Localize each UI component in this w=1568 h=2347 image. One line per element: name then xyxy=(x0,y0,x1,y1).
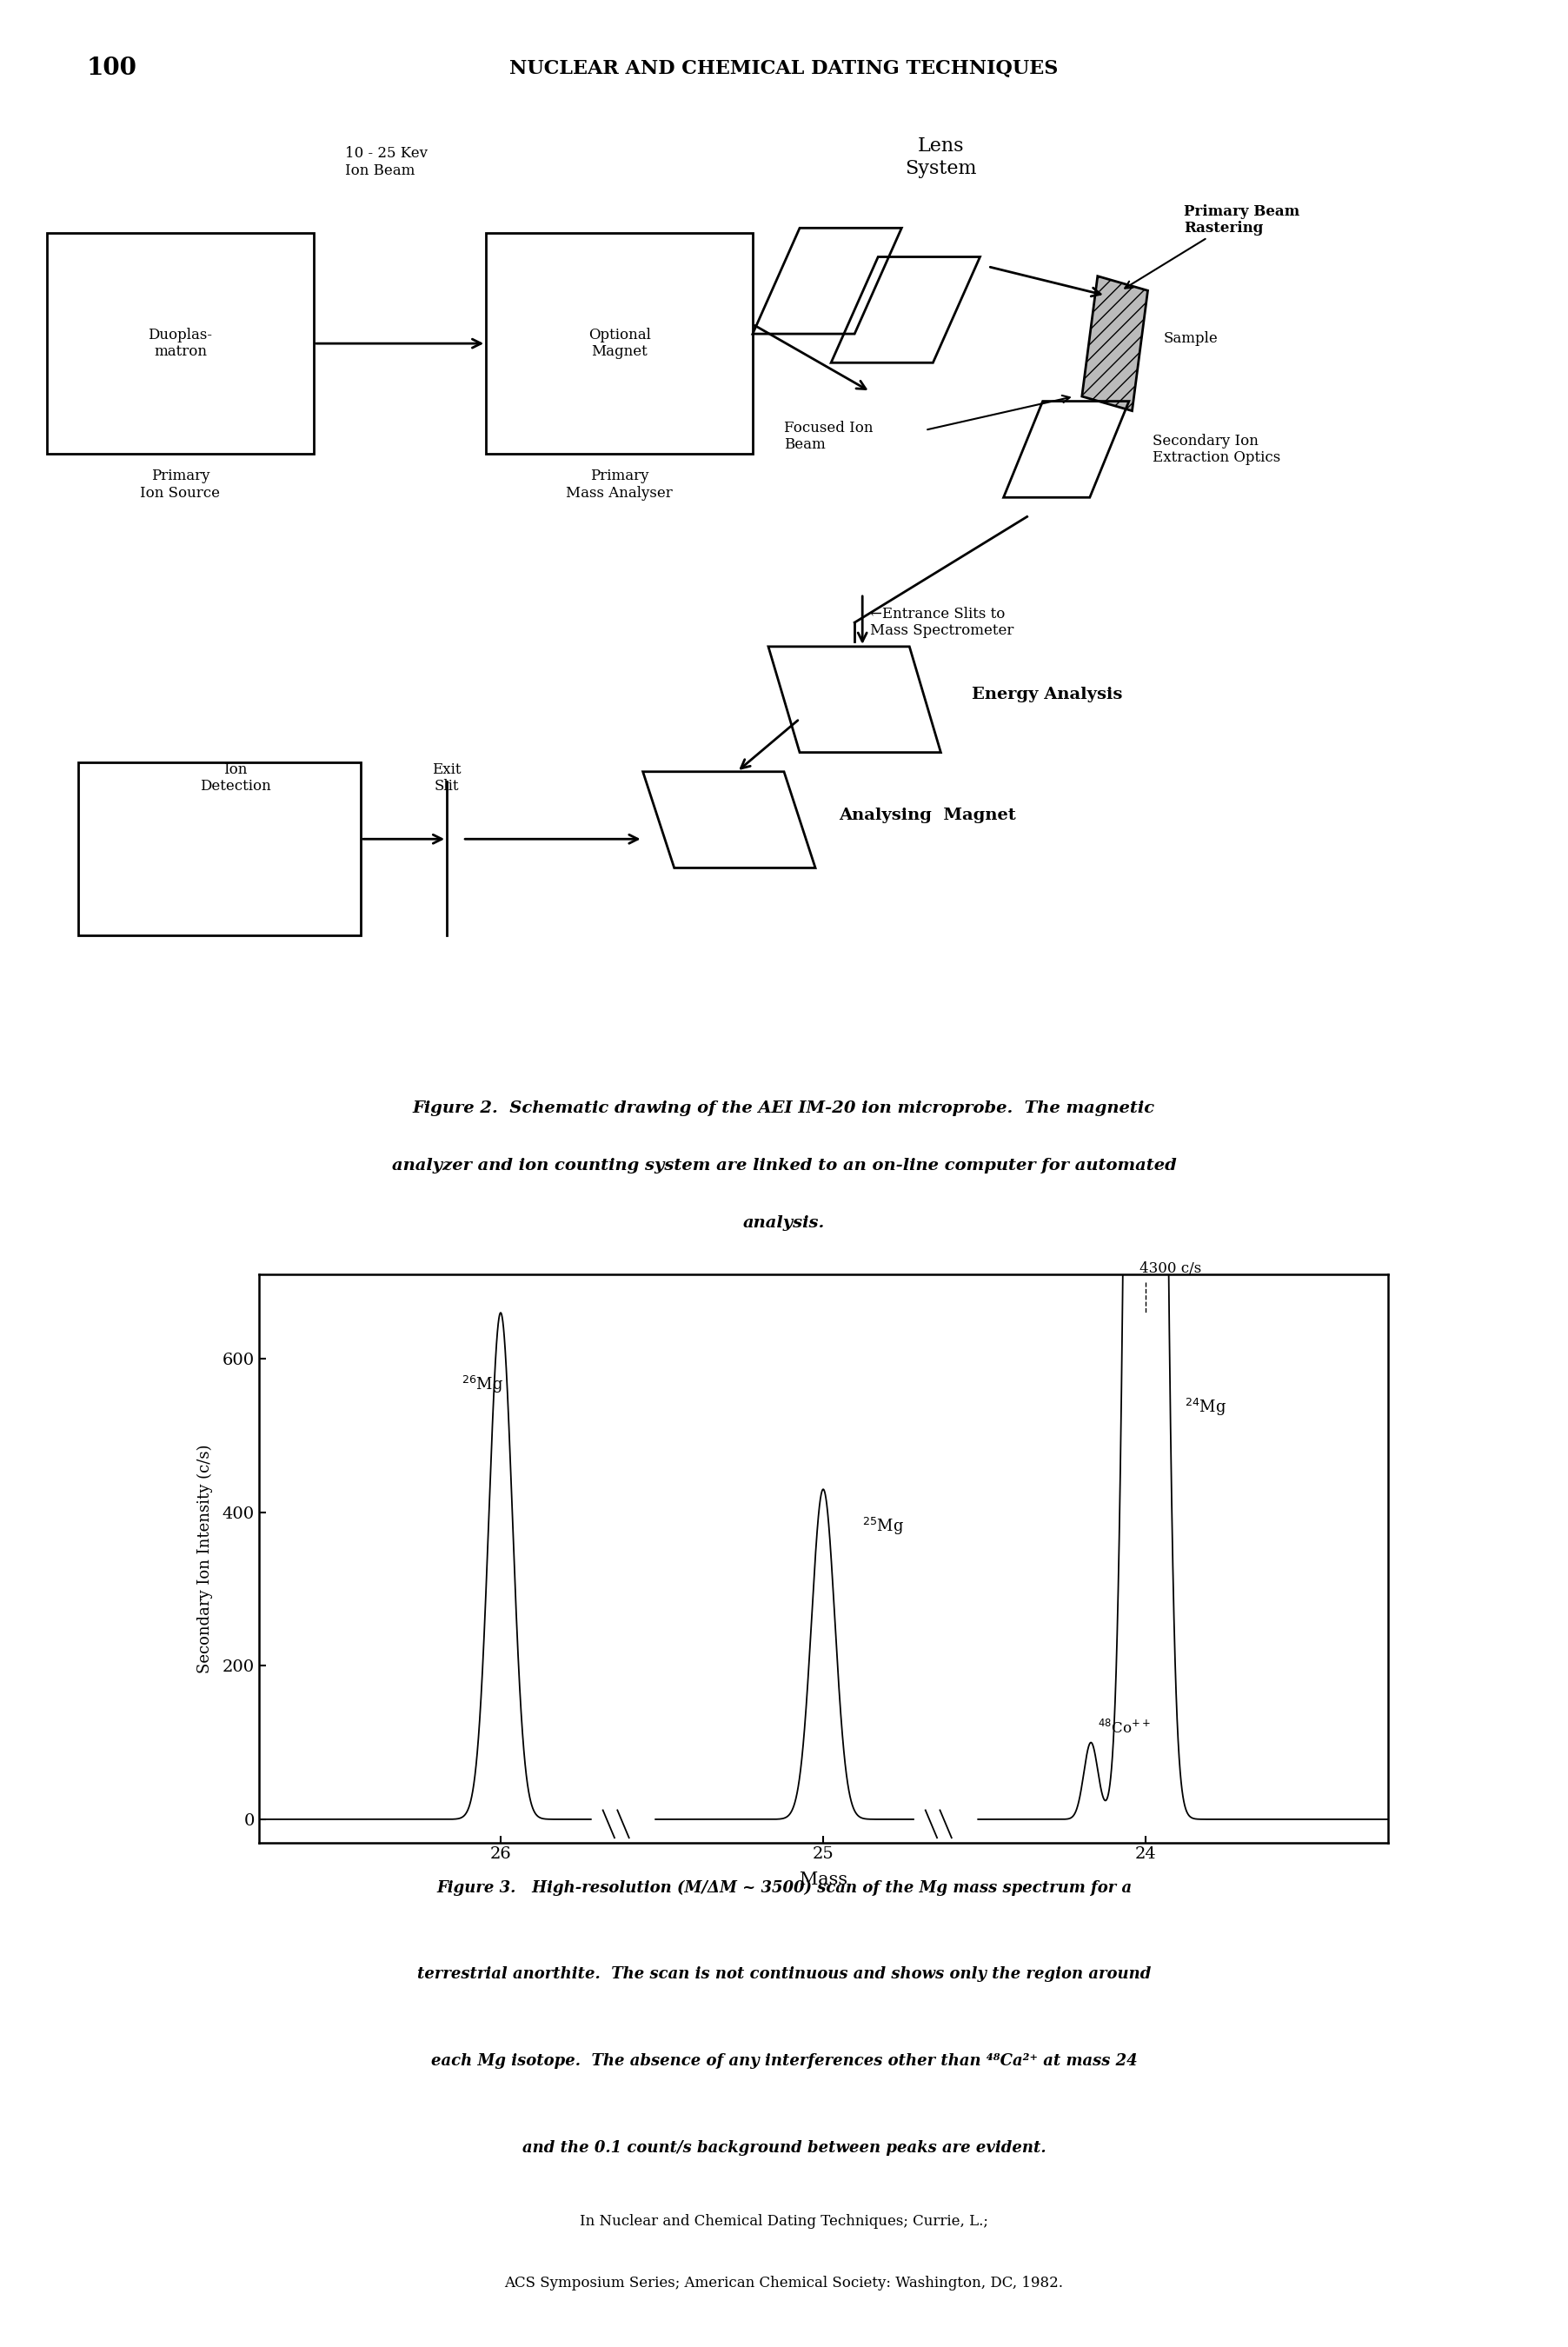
Text: In Nuclear and Chemical Dating Techniques; Currie, L.;: In Nuclear and Chemical Dating Technique… xyxy=(580,2213,988,2230)
Text: analysis.: analysis. xyxy=(743,1216,825,1230)
Text: 4300 c/s: 4300 c/s xyxy=(1140,1260,1201,1277)
Bar xyxy=(486,232,753,455)
Text: Exit
Slit: Exit Slit xyxy=(433,763,461,793)
Text: NUCLEAR AND CHEMICAL DATING TECHNIQUES: NUCLEAR AND CHEMICAL DATING TECHNIQUES xyxy=(510,59,1058,77)
Text: ACS Symposium Series; American Chemical Society: Washington, DC, 1982.: ACS Symposium Series; American Chemical … xyxy=(505,2277,1063,2291)
Y-axis label: Secondary Ion Intensity (c/s): Secondary Ion Intensity (c/s) xyxy=(196,1443,213,1673)
Text: Primary
Ion Source: Primary Ion Source xyxy=(141,469,220,500)
Text: analyzer and ion counting system are linked to an on-line computer for automated: analyzer and ion counting system are lin… xyxy=(392,1157,1176,1174)
Text: 10 - 25 Kev
Ion Beam: 10 - 25 Kev Ion Beam xyxy=(345,146,428,178)
Bar xyxy=(47,232,314,455)
Text: Primary
Mass Analyser: Primary Mass Analyser xyxy=(566,469,673,500)
Text: Figure 3.   High-resolution (M/ΔM ~ 3500) scan of the Mg mass spectrum for a: Figure 3. High-resolution (M/ΔM ~ 3500) … xyxy=(436,1880,1132,1896)
Text: Analysing  Magnet: Analysing Magnet xyxy=(839,807,1016,824)
Text: $^{25}$Mg: $^{25}$Mg xyxy=(862,1516,903,1537)
Text: Lens
System: Lens System xyxy=(905,136,977,178)
Text: and the 0.1 count/s background between peaks are evident.: and the 0.1 count/s background between p… xyxy=(522,2140,1046,2155)
Text: $^{26}$Mg: $^{26}$Mg xyxy=(463,1373,503,1394)
Bar xyxy=(78,763,361,936)
Text: Optional
Magnet: Optional Magnet xyxy=(588,329,651,359)
Text: Energy Analysis: Energy Analysis xyxy=(972,688,1123,702)
Text: Duoplas-
matron: Duoplas- matron xyxy=(147,329,213,359)
Text: Secondary Ion
Extraction Optics: Secondary Ion Extraction Optics xyxy=(1152,434,1281,465)
Text: Focused Ion
Beam: Focused Ion Beam xyxy=(784,420,873,453)
Text: terrestrial anorthite.  The scan is not continuous and shows only the region aro: terrestrial anorthite. The scan is not c… xyxy=(417,1967,1151,1983)
Text: $^{24}$Mg: $^{24}$Mg xyxy=(1184,1396,1226,1418)
Text: 100: 100 xyxy=(86,56,136,80)
Text: Sample: Sample xyxy=(1163,331,1218,345)
Text: Ion
Detection: Ion Detection xyxy=(199,763,271,793)
Polygon shape xyxy=(1082,277,1148,411)
Text: each Mg isotope.  The absence of any interferences other than ⁴⁸Ca²⁺ at mass 24: each Mg isotope. The absence of any inte… xyxy=(431,2054,1137,2068)
Text: Figure 2.  Schematic drawing of the AEI IM-20 ion microprobe.  The magnetic: Figure 2. Schematic drawing of the AEI I… xyxy=(412,1101,1156,1115)
X-axis label: Mass: Mass xyxy=(800,1873,847,1889)
Text: $^{48}$Co$^{++}$: $^{48}$Co$^{++}$ xyxy=(1098,1720,1151,1737)
Text: ←Entrance Slits to
Mass Spectrometer: ←Entrance Slits to Mass Spectrometer xyxy=(870,606,1014,638)
Text: Primary Beam
Rastering: Primary Beam Rastering xyxy=(1184,204,1300,235)
